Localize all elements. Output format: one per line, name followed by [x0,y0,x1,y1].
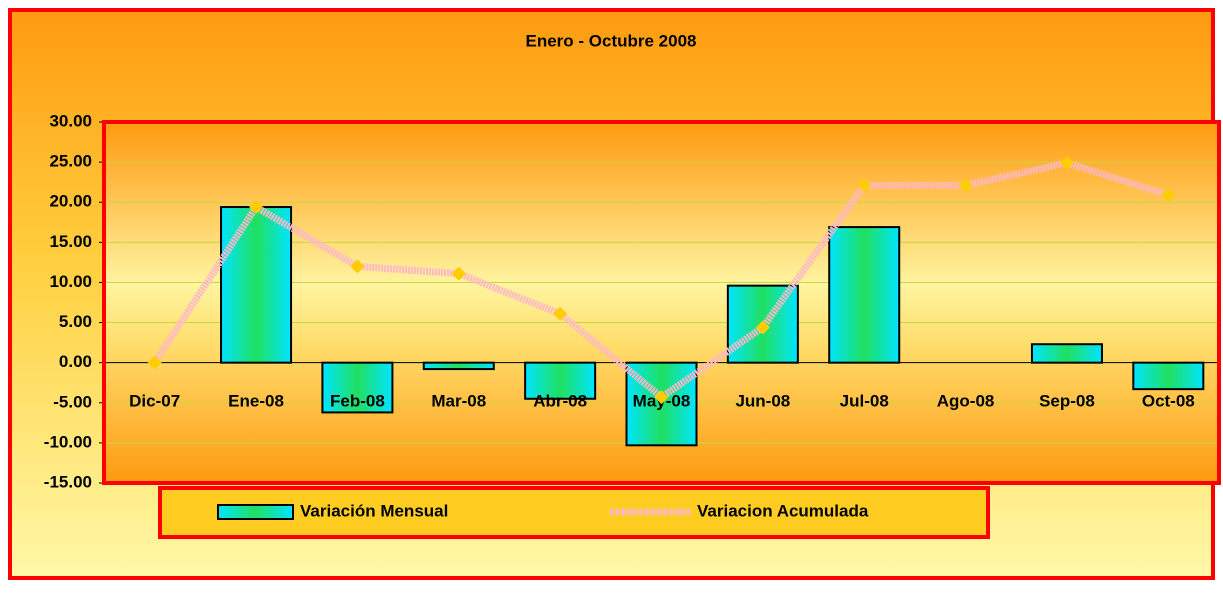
y-tick-label: -15.00 [44,472,92,491]
legend [158,486,990,539]
bar [828,226,901,364]
x-tick-label: Oct-08 [1142,391,1195,410]
x-tick-label: Sep-08 [1039,391,1095,410]
x-tick-label: Jun-08 [735,391,790,410]
x-tick-label: Abr-08 [533,391,587,410]
bar [1030,343,1103,364]
x-tick-label: Mar-08 [431,391,486,410]
marker [857,178,872,193]
plot-border [102,120,1221,485]
bar [1132,361,1205,391]
y-tick-label: 5.00 [59,312,92,331]
y-tick-label: -5.00 [53,392,92,411]
y-tick-label: 10.00 [49,272,92,291]
marker [1161,188,1176,203]
legend-label: Variación Mensual [300,501,448,520]
marker [451,266,466,281]
x-tick-label: Dic-07 [129,391,180,410]
y-tick-label: -10.00 [44,432,92,451]
y-tick-label: 25.00 [49,152,92,171]
y-tick-label: 15.00 [49,232,92,251]
x-tick-label: Ene-08 [228,391,284,410]
x-tick-label: Ago-08 [937,391,995,410]
chart-title: Enero - Octubre 2008 [525,31,696,50]
marker [147,355,162,370]
x-tick-label: Jul-08 [840,391,889,410]
legend-swatch [217,504,294,520]
marker [553,306,568,321]
marker [249,200,264,215]
marker [1059,155,1074,170]
bar [422,361,495,371]
marker [350,259,365,274]
y-tick-label: 30.00 [49,111,92,130]
x-tick-label: Feb-08 [330,391,385,410]
y-tick-label: 20.00 [49,192,92,211]
y-tick-label: 0.00 [59,352,92,371]
bar [220,206,293,364]
legend-label: Variacion Acumulada [697,501,869,520]
marker [958,178,973,193]
marker [654,390,669,405]
marker [755,320,770,335]
